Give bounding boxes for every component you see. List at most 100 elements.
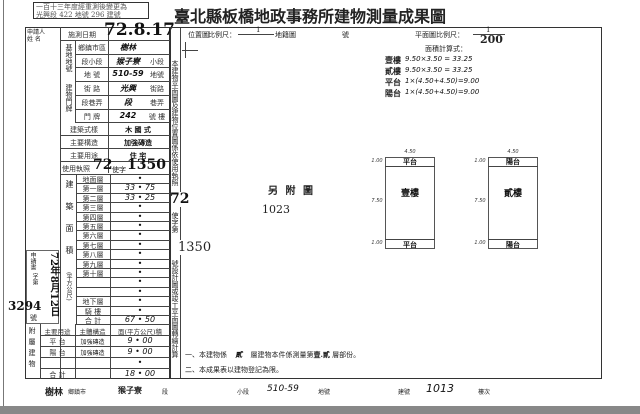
plan1-dim-top: 4.50 bbox=[404, 149, 416, 155]
footer-bldg-no: 1013 bbox=[426, 382, 454, 395]
plan-scale-line bbox=[473, 34, 505, 35]
attached-header: 主要用途 bbox=[44, 328, 71, 336]
footer-section-label: 段 bbox=[162, 389, 169, 396]
row-value: 樹林 bbox=[120, 43, 136, 52]
row-line bbox=[76, 211, 170, 213]
row-label: 街 路 bbox=[83, 85, 101, 94]
floor-area: • bbox=[137, 258, 143, 268]
row-line bbox=[76, 249, 170, 251]
row-suffix: 街路 bbox=[150, 85, 164, 94]
floor-label: 第七層 bbox=[82, 241, 104, 250]
plan-scale-num: 1 bbox=[486, 26, 491, 34]
footer-subsection-label: 小段 bbox=[237, 389, 250, 396]
calc-name: 貳樓 bbox=[385, 66, 401, 76]
floor-label: 合 計 bbox=[84, 317, 102, 325]
col-line bbox=[75, 40, 76, 122]
door-group-label: 建物門牌 bbox=[65, 84, 73, 112]
center-mid: 使字第 bbox=[171, 212, 179, 233]
row-line bbox=[76, 202, 170, 204]
plan1-dim-side3: 1.00 bbox=[371, 240, 383, 246]
floor-label: 第三層 bbox=[82, 204, 104, 213]
stamp-number: 3294 bbox=[8, 299, 42, 313]
attached-use: 陽 台 bbox=[49, 349, 66, 357]
center-number: 1350 bbox=[178, 240, 212, 255]
row-line bbox=[75, 94, 170, 96]
row-line bbox=[60, 148, 170, 149]
center-text-bottom: 號設計圖或竣工平面圖轉繪計算 bbox=[171, 260, 179, 358]
plan2-bottom-divider bbox=[488, 239, 538, 240]
attached-use: 平 台 bbox=[49, 338, 66, 346]
north-cross-line bbox=[182, 50, 198, 51]
row-line bbox=[75, 53, 170, 55]
row-line bbox=[76, 230, 170, 232]
attach-number: 1023 bbox=[262, 203, 290, 216]
row-label: 段小段 bbox=[81, 57, 103, 66]
footer-bldg-label: 建號 bbox=[398, 389, 411, 396]
scale-label: 比例尺： bbox=[208, 31, 236, 39]
calc-formula: 1×(4.50+4.50)=9.00 bbox=[405, 88, 480, 96]
attached-structure: 加強磚造 bbox=[80, 350, 105, 357]
floor-area: • bbox=[137, 221, 143, 230]
info-label: 主要構造 bbox=[70, 139, 98, 147]
col-line bbox=[76, 174, 77, 324]
row-label: 地 號 bbox=[83, 71, 101, 80]
floor-area: • bbox=[137, 239, 143, 249]
plan1-bottom-divider bbox=[385, 239, 435, 240]
floor-label: 第八層 bbox=[82, 251, 104, 260]
row-label: 鄉鎮市區 bbox=[78, 44, 106, 52]
plan1-bottom-label: 平台 bbox=[403, 240, 417, 249]
attached-area: • bbox=[137, 358, 143, 367]
location-label: 位置圖 bbox=[188, 31, 209, 39]
scale-numerator: 1 bbox=[256, 26, 261, 34]
row-suffix: 號 樓 bbox=[148, 112, 166, 121]
attach-label: 另 附 圖 bbox=[268, 186, 315, 197]
attached-area: 9 • 00 bbox=[127, 347, 153, 356]
attached-use: 合 計 bbox=[49, 371, 66, 379]
floor-area: • bbox=[137, 211, 143, 221]
drawing-area bbox=[170, 27, 602, 379]
floor-area: • bbox=[137, 202, 143, 212]
row-suffix: 巷弄 bbox=[150, 98, 164, 107]
footer-floor-label: 樓次 bbox=[478, 389, 491, 396]
footer-town: 樹林 bbox=[45, 388, 64, 398]
calc-label: 面積計算式： bbox=[425, 45, 467, 53]
note1-mid: 層建物本件係測量第 bbox=[250, 351, 314, 359]
calc-formula: 9.50×3.50 = 33.25 bbox=[405, 66, 473, 74]
row-line bbox=[75, 122, 170, 124]
floor-area: • bbox=[137, 277, 143, 287]
info-label: 主要用途 bbox=[70, 152, 98, 160]
floor-label: 騎 樓 bbox=[84, 307, 102, 316]
row-line bbox=[60, 135, 170, 136]
row-line bbox=[76, 286, 170, 288]
floor-area: 67 • 50 bbox=[124, 315, 156, 324]
floor-area: • bbox=[137, 230, 143, 240]
floor-label: 地面層 bbox=[82, 176, 104, 184]
revision-note-line1: 一百十三年度經重測後變更為 bbox=[36, 3, 127, 11]
stamp-hao: 號 bbox=[30, 314, 37, 322]
row-line bbox=[75, 81, 170, 83]
floor-area: • bbox=[137, 296, 143, 306]
note-2: 二、本成果表以建物登記為限。 bbox=[185, 366, 283, 374]
row-line bbox=[40, 368, 170, 369]
info-label: 建築式樣 bbox=[70, 126, 98, 134]
floor-area: • bbox=[137, 174, 143, 183]
row-line bbox=[60, 40, 170, 41]
footer-section: 猴子寮 bbox=[118, 385, 142, 395]
permit-year: 72 bbox=[93, 157, 113, 173]
row-value: 510-59 bbox=[112, 69, 144, 79]
plan-scale-label: 平面圖比例尺： bbox=[415, 31, 464, 39]
info-value: 住 宅 bbox=[129, 151, 147, 160]
row-line bbox=[76, 324, 170, 326]
plan1-room-label: 壹樓 bbox=[400, 189, 419, 199]
row-label: 段巷弄 bbox=[81, 98, 103, 107]
plan2-dim-top: 4.50 bbox=[507, 149, 519, 155]
permit-mid: 使字 bbox=[112, 166, 126, 174]
row-line bbox=[60, 161, 170, 162]
col-line bbox=[110, 174, 111, 379]
note1-post: 層部份。 bbox=[332, 351, 361, 359]
row-line bbox=[76, 305, 170, 307]
col-line bbox=[108, 27, 109, 173]
attached-area: 9 • 00 bbox=[127, 336, 153, 345]
stamp-label: 申請書 bbox=[29, 252, 36, 270]
plan1-dim-side1: 1.00 bbox=[371, 158, 383, 164]
